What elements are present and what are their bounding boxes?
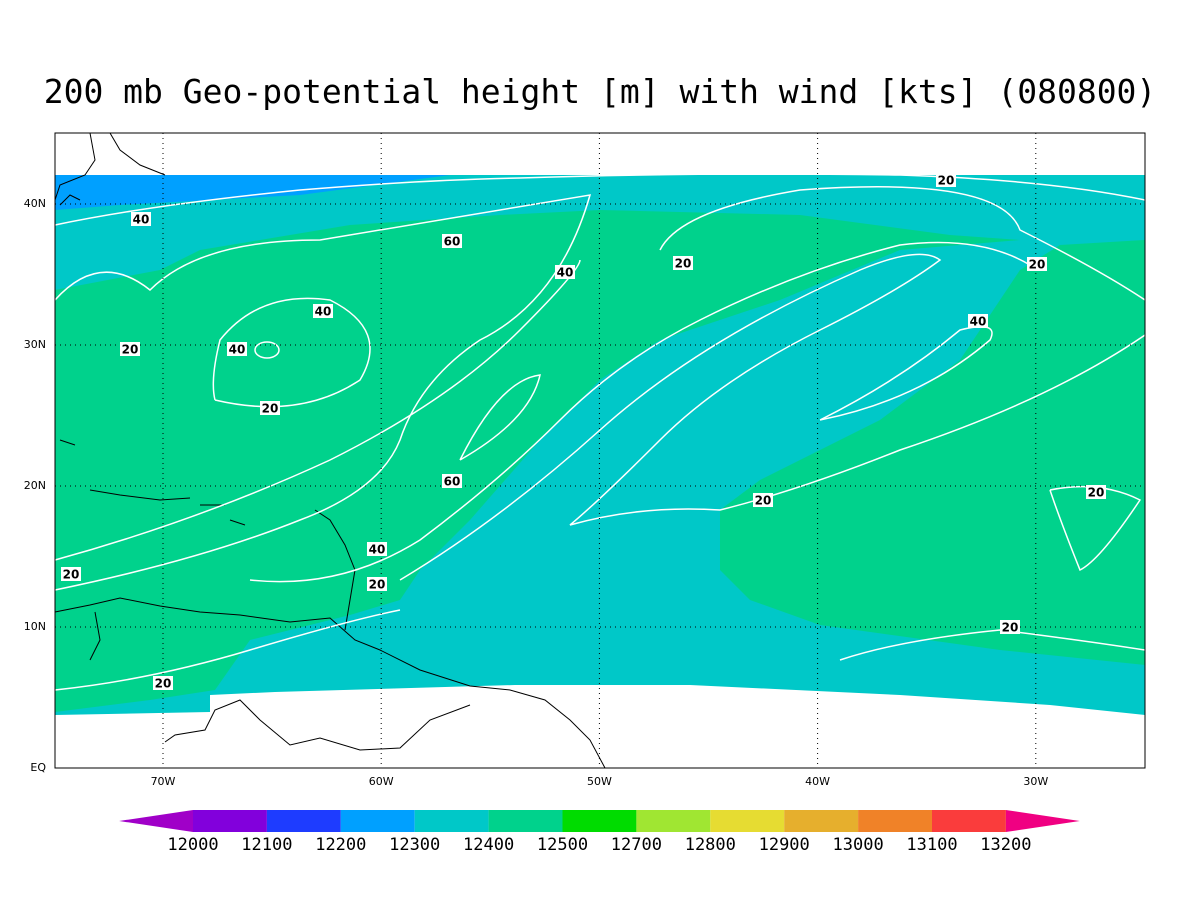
lat-label: 20N bbox=[24, 479, 46, 492]
contour-label-box bbox=[968, 314, 988, 328]
contour-label-box bbox=[131, 212, 151, 226]
map-title: 200 mb Geo-potential height [m] with win… bbox=[44, 72, 1157, 111]
colorbar-label: 12500 bbox=[537, 835, 588, 855]
contour bbox=[54, 173, 1146, 226]
contour-label-box bbox=[120, 342, 140, 356]
colorbar-box bbox=[488, 810, 563, 832]
contour-label-box bbox=[61, 567, 81, 581]
lon-label: 40W bbox=[805, 775, 830, 788]
colorbar-label: 12200 bbox=[315, 835, 366, 855]
colorbar-label: 13200 bbox=[980, 835, 1031, 855]
lat-label: EQ bbox=[30, 761, 46, 774]
contour-label-box bbox=[1027, 257, 1047, 271]
field-blank bbox=[55, 685, 1145, 768]
contour-label-box bbox=[367, 542, 387, 556]
field bbox=[55, 175, 1145, 768]
colorbar-label: 12100 bbox=[241, 835, 292, 855]
contour-label: 20 bbox=[1029, 258, 1046, 272]
contour-label-box bbox=[442, 234, 462, 248]
lat-label: 10N bbox=[24, 620, 46, 633]
contour-labels: 20 40 60 20 40 20 40 40 20 40 20 60 20 20 40 20 20 20 20 bbox=[61, 173, 1106, 691]
contour-label: 20 bbox=[675, 257, 692, 271]
contour-label: 40 bbox=[133, 213, 150, 227]
contour-label-box bbox=[153, 676, 173, 690]
contour bbox=[399, 253, 1146, 581]
colorbar-label: 12700 bbox=[611, 835, 662, 855]
contour-label-box bbox=[227, 342, 247, 356]
colorbar-label: 12800 bbox=[685, 835, 736, 855]
coast-caribbean bbox=[59, 439, 356, 631]
contour-label: 20 bbox=[1002, 621, 1019, 635]
contour-label-box bbox=[753, 493, 773, 507]
contour-label: 20 bbox=[1088, 486, 1105, 500]
contour-label: 20 bbox=[262, 402, 279, 416]
coastlines bbox=[54, 132, 606, 769]
contour-label-box bbox=[936, 173, 956, 187]
contour-label-box bbox=[367, 577, 387, 591]
colorbar-box bbox=[784, 810, 859, 832]
lat-label: 30N bbox=[24, 338, 46, 351]
lon-label: 30W bbox=[1023, 775, 1048, 788]
contour-label: 20 bbox=[755, 494, 772, 508]
graticule: 70W 60W 50W 40W 30W EQ 10N 20N 30N 40N bbox=[24, 133, 1145, 788]
colorbar-label: 12000 bbox=[167, 835, 218, 855]
contour-label: 60 bbox=[444, 235, 461, 249]
contour-label: 20 bbox=[938, 174, 955, 188]
colorbar-box bbox=[858, 810, 932, 832]
colorbar-box bbox=[562, 810, 637, 832]
contour bbox=[659, 186, 1146, 421]
contour-label: 20 bbox=[122, 343, 139, 357]
lon-label: 60W bbox=[369, 775, 394, 788]
lon-label: 70W bbox=[151, 775, 176, 788]
colorbar-box bbox=[636, 810, 711, 832]
colorbar-label: 12900 bbox=[759, 835, 810, 855]
colorbar-box bbox=[414, 810, 489, 832]
contour-label: 40 bbox=[315, 305, 332, 319]
coast-south-america bbox=[54, 597, 606, 769]
colorbar-label: 12300 bbox=[389, 835, 440, 855]
coast-north-america bbox=[54, 132, 166, 206]
field-green bbox=[55, 210, 1020, 712]
contour bbox=[212, 297, 371, 408]
colorbar-label: 12400 bbox=[463, 835, 514, 855]
colorbar-box bbox=[266, 810, 341, 832]
colorbar: 12000 12100 12200 12300 12400 12500 12700 12800… bbox=[119, 810, 1080, 855]
colorbar-label: 13000 bbox=[833, 835, 884, 855]
colorbar-label: 13100 bbox=[906, 835, 957, 855]
contour-label: 40 bbox=[557, 266, 574, 280]
contour-label-box bbox=[673, 256, 693, 270]
field-green bbox=[720, 240, 1145, 665]
contour-label-box bbox=[555, 265, 575, 279]
contour-label: 40 bbox=[369, 543, 386, 557]
colorbar-end bbox=[1005, 810, 1080, 832]
colorbar-box bbox=[710, 810, 785, 832]
contour bbox=[249, 241, 1031, 583]
contour-label: 20 bbox=[369, 578, 386, 592]
colorbar-box bbox=[193, 810, 267, 832]
contour bbox=[54, 259, 581, 561]
contour-label: 40 bbox=[229, 343, 246, 357]
field-light-blue bbox=[55, 175, 450, 210]
contour-label-box bbox=[1000, 620, 1020, 634]
colorbar-box bbox=[340, 810, 415, 832]
lon-label: 50W bbox=[587, 775, 612, 788]
colorbar-end bbox=[119, 810, 193, 832]
colorbar-box bbox=[932, 810, 1006, 832]
contour-label-box bbox=[260, 401, 280, 415]
contour-label-box bbox=[313, 304, 333, 318]
lat-label: 40N bbox=[24, 197, 46, 210]
contour-label-box bbox=[1086, 485, 1106, 499]
contour-label-box bbox=[442, 474, 462, 488]
map-frame bbox=[54, 132, 1146, 769]
contour-label: 20 bbox=[155, 677, 172, 691]
contour-label: 40 bbox=[970, 315, 987, 329]
contour-label: 20 bbox=[63, 568, 80, 582]
contour-label: 60 bbox=[444, 475, 461, 489]
